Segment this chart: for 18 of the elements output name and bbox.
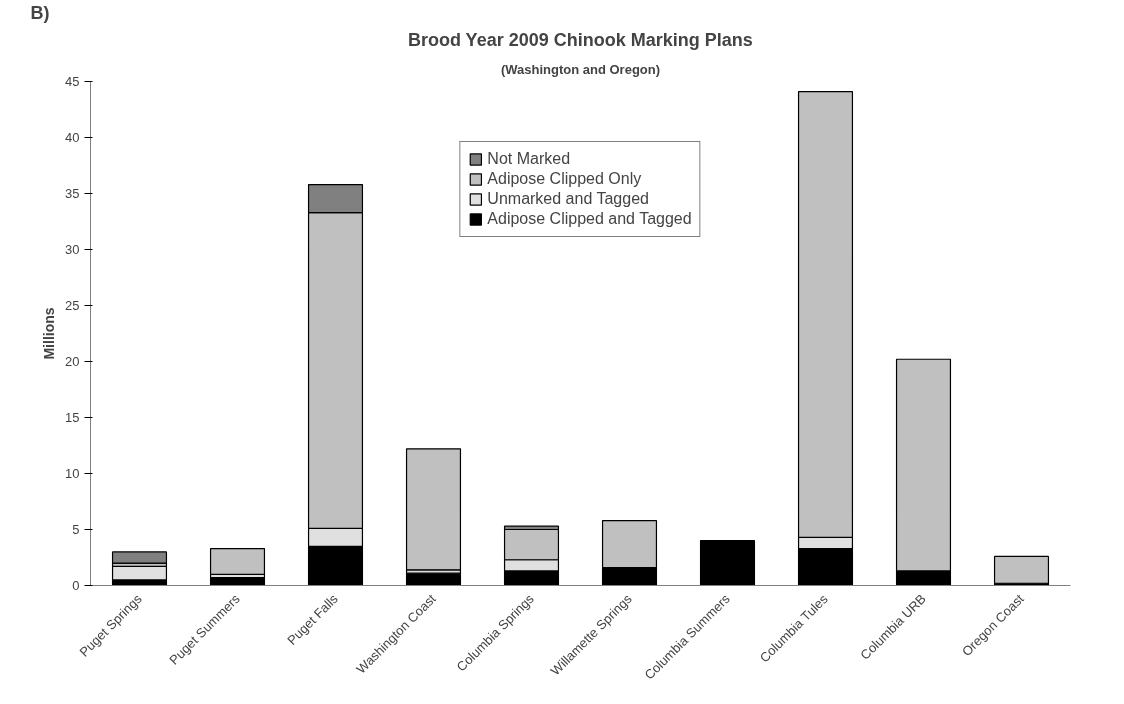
y-tick-label: 15: [65, 410, 80, 425]
chart-subtitle: (Washington and Oregon): [500, 61, 661, 77]
y-tick-label: 40: [65, 130, 80, 145]
text: B): [30, 2, 50, 23]
legend-label: Adipose Clipped Only: [487, 170, 642, 188]
legend-label: Not Marked: [487, 150, 571, 168]
y-tick-label: 20: [65, 354, 80, 369]
y-axis-title: Millions: [41, 307, 58, 360]
y-tick-label: 5: [72, 522, 80, 537]
legend-label: Adipose Clipped and Tagged: [487, 210, 692, 228]
y-tick-label: 45: [65, 74, 80, 89]
y-tick-label: 35: [65, 186, 80, 201]
y-tick-label: 30: [65, 242, 80, 257]
y-tick-label: 25: [65, 298, 80, 313]
legend-label: Unmarked and Tagged: [487, 190, 649, 208]
chart-title: Brood Year 2009 Chinook Marking Plans: [407, 29, 753, 50]
y-tick-label: 10: [65, 466, 80, 481]
y-tick-label: 0: [72, 578, 80, 593]
